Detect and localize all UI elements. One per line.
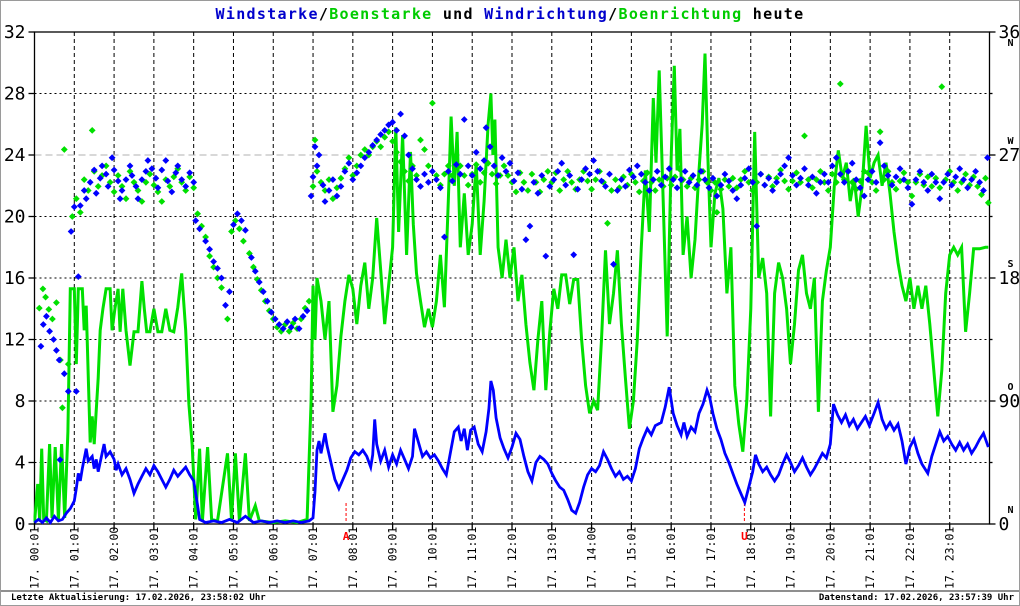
x-tick-label: 17. 06:01 [266,527,280,589]
title-segment-4: Windrichtung [484,5,609,23]
x-tick-label: 17. 22:01 [903,527,917,589]
compass-letter-360: N [1007,38,1013,49]
svg-text:0: 0 [15,514,26,535]
x-tick-label: 17. 21:01 [863,527,877,589]
x-tick-label: 17. 18:01 [744,527,758,589]
svg-text:20: 20 [4,207,26,228]
chart-title: Windstarke/Boenstarke und Windrichtung/B… [1,5,1019,23]
x-tick-label: 17. 13:01 [545,527,559,589]
x-tick-label: 17. 00:01 [28,527,42,589]
svg-text:24: 24 [4,145,26,166]
x-tick-label: 17. 14:00 [585,527,599,589]
x-tick-label: 17. 04:01 [187,527,201,589]
svg-text:90: 90 [999,391,1020,412]
title-segment-5: / [608,5,619,23]
x-tick-label: 17. 19:01 [784,527,798,589]
series-line-windstarke [33,380,990,525]
x-tick-label: 17. 17:01 [704,527,718,589]
x-tick-label: 17. 07:01 [306,527,320,589]
x-tick-label: 17. 08:01 [346,527,360,589]
boenrichtung-diamond-markers [35,80,992,412]
svg-text:4: 4 [15,453,26,474]
windrichtung-diamond-markers [37,110,991,464]
x-tick-label: 17. 23:01 [943,527,957,589]
x-tick-label: 17. 15:01 [624,527,638,589]
x-tick-label: 17. 11:01 [465,527,479,589]
compass-letter-180: S [1007,259,1013,270]
x-axis: 17. 00:01 17. 01:01 17. 02:00 17. 03:01 17. … [28,524,957,589]
series-line-boenstarke [33,53,989,525]
x-tick-label: 17. 02:00 [107,527,121,589]
data-state-text: Datenstand: 17.02.2026, 23:57:39 Uhr [818,593,1014,603]
x-tick-label: 17. 20:01 [823,527,837,589]
svg-text:270: 270 [999,145,1020,166]
y-axis-right: 090180270360NOSWN [989,22,1020,535]
x-tick-label: 17. 12:01 [505,527,519,589]
wind-chart: 048121620242832090180270360NOSWN17. 00:0… [4,22,1020,589]
title-segment-1: / [318,5,330,23]
svg-text:28: 28 [4,84,26,105]
title-segment-0: Windstarke [215,5,319,23]
x-tick-label: 17. 03:01 [147,527,161,589]
svg-text:12: 12 [4,330,26,351]
status-bar: Letzte Aktualisierung: 17.02.2026, 23:58… [1,590,1019,605]
series-scatter-windrichtung [37,110,991,464]
title-segment-3: und [432,5,485,23]
svg-text:180: 180 [999,268,1020,289]
x-tick-label: 17. 09:01 [386,527,400,589]
x-tick-label: 17. 16:01 [664,527,678,589]
svg-text:0: 0 [999,514,1010,535]
title-segment-2: Boenstarke [329,5,433,23]
x-tick-label: 17. 01:01 [67,527,81,589]
compass-letter-0: N [1007,505,1013,516]
last-update-text: Letzte Aktualisierung: 17.02.2026, 23:58… [11,593,266,603]
title-segment-7: heute [742,5,805,23]
svg-text:32: 32 [4,22,26,43]
x-tick-label: 17. 10:01 [425,527,439,589]
svg-text:8: 8 [15,391,26,412]
x-tick-label: 17. 05:01 [226,527,240,589]
compass-letter-270: W [1007,136,1014,147]
svg-text:360: 360 [999,22,1020,43]
sun-marker-label-A: A [343,530,350,543]
svg-text:16: 16 [4,268,26,289]
sun-marker-label-U: U [741,530,748,543]
y-axis-left: 0 4 8 12 16 20 24 28 32 [4,22,35,535]
series-scatter-boenrichtung [35,80,992,412]
compass-letter-90: O [1007,382,1013,393]
title-segment-6: Boenrichtung [618,5,743,23]
